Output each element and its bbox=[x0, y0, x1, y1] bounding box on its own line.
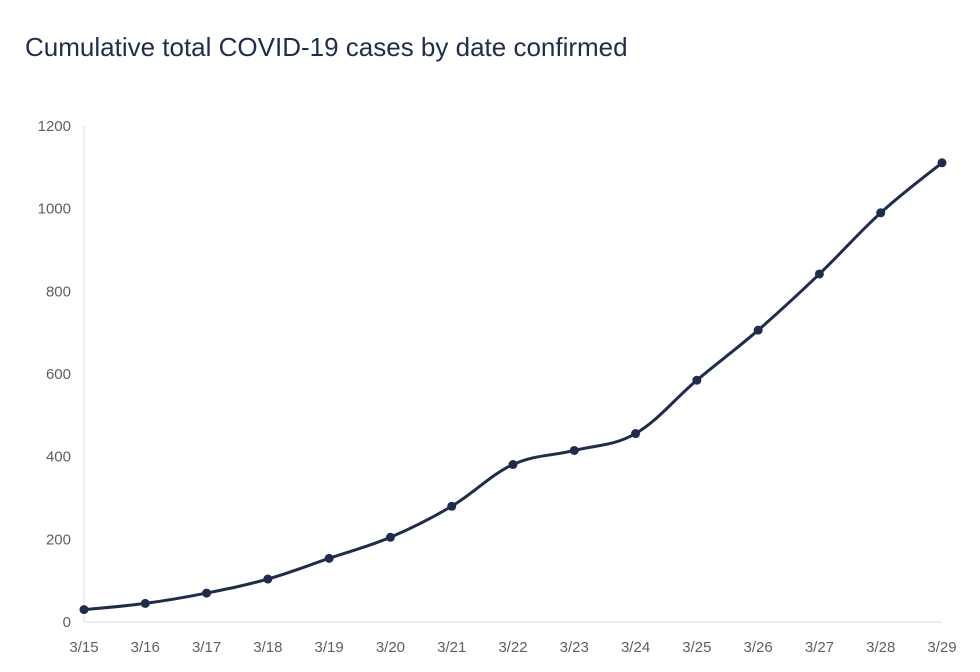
x-tick-label: 3/26 bbox=[744, 639, 773, 656]
y-tick-label: 400 bbox=[46, 449, 71, 466]
data-point bbox=[937, 158, 947, 168]
x-tick-label: 3/22 bbox=[498, 639, 527, 656]
y-tick-label: 0 bbox=[63, 614, 71, 631]
data-point bbox=[202, 588, 212, 598]
data-point bbox=[631, 429, 641, 439]
series-line bbox=[82, 161, 944, 612]
data-point bbox=[385, 532, 395, 542]
x-tick-label: 3/28 bbox=[866, 639, 895, 656]
y-tick-label: 600 bbox=[46, 366, 71, 383]
x-tick-label: 3/15 bbox=[69, 639, 98, 656]
y-axis: 0 200 400 600 800 1000 1200 bbox=[38, 118, 85, 631]
x-tick-label: 3/23 bbox=[560, 639, 589, 656]
data-point bbox=[140, 598, 150, 608]
y-tick-label: 200 bbox=[46, 531, 71, 548]
data-point bbox=[263, 574, 273, 584]
x-tick-label: 3/20 bbox=[376, 639, 405, 656]
x-tick-label: 3/18 bbox=[253, 639, 282, 656]
chart-title: Cumulative total COVID-19 cases by date … bbox=[25, 32, 628, 62]
x-tick-label: 3/17 bbox=[192, 639, 221, 656]
x-tick-label: 3/19 bbox=[315, 639, 344, 656]
x-tick-label: 3/25 bbox=[682, 639, 711, 656]
data-point bbox=[569, 445, 579, 455]
x-tick-label: 3/16 bbox=[131, 639, 160, 656]
data-point bbox=[814, 269, 824, 279]
data-point bbox=[508, 460, 518, 470]
data-point bbox=[79, 605, 89, 615]
x-tick-label: 3/21 bbox=[437, 639, 466, 656]
y-tick-label: 1000 bbox=[38, 201, 71, 218]
x-tick-label: 3/27 bbox=[805, 639, 834, 656]
data-point bbox=[753, 325, 763, 335]
data-point bbox=[692, 375, 702, 385]
data-point bbox=[876, 208, 886, 218]
x-axis: 3/15 3/16 3/17 3/18 3/19 3/20 3/21 3/22 3/23 3/24… bbox=[69, 621, 957, 656]
x-tick-label: 3/29 bbox=[927, 639, 956, 656]
series-group bbox=[79, 158, 947, 615]
data-point bbox=[447, 501, 457, 511]
data-point bbox=[324, 553, 334, 563]
x-tick-label: 3/24 bbox=[621, 639, 650, 656]
y-tick-label: 1200 bbox=[38, 118, 71, 135]
y-tick-label: 800 bbox=[46, 283, 71, 300]
